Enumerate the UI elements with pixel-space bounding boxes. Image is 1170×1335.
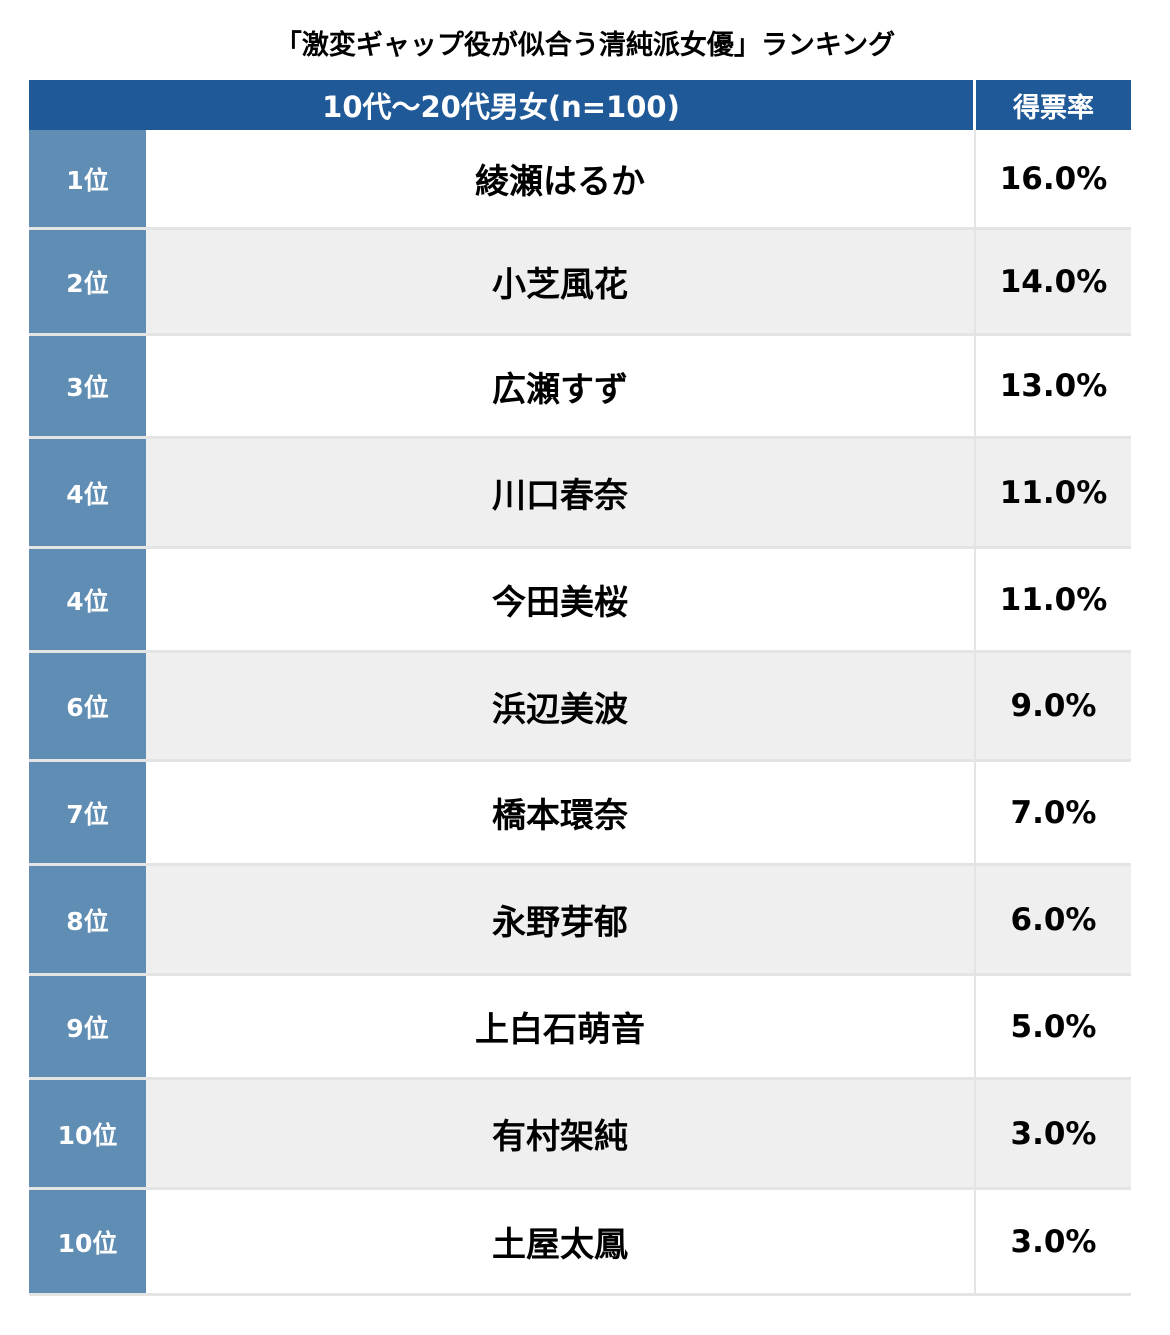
- rank-label: 4位: [29, 439, 146, 546]
- actress-name: 綾瀬はるか: [146, 130, 976, 227]
- chart-title: 「激変ギャップ役が似合う清純派女優」ランキング: [274, 30, 896, 61]
- vote-rate: 3.0%: [976, 1080, 1131, 1187]
- rank-label: 9位: [29, 976, 146, 1077]
- table-row: 3位 広瀬すず 13.0%: [29, 336, 1131, 439]
- vote-rate: 3.0%: [976, 1190, 1131, 1293]
- rank-label: 1位: [29, 130, 146, 227]
- actress-name: 上白石萌音: [146, 976, 976, 1077]
- rank-label: 8位: [29, 866, 146, 973]
- header-rate-label: 得票率: [1013, 92, 1094, 124]
- actress-name: 有村架純: [146, 1080, 976, 1187]
- table-row: 8位 永野芽郁 6.0%: [29, 866, 1131, 976]
- actress-name: 浜辺美波: [146, 653, 976, 759]
- actress-name: 川口春奈: [146, 439, 976, 546]
- vote-rate: 9.0%: [976, 653, 1131, 759]
- actress-name: 広瀬すず: [146, 336, 976, 436]
- table-row: 4位 川口春奈 11.0%: [29, 439, 1131, 549]
- vote-rate: 11.0%: [976, 439, 1131, 546]
- rank-label: 3位: [29, 336, 146, 436]
- actress-name: 小芝風花: [146, 230, 976, 333]
- table-row: 4位 今田美桜 11.0%: [29, 549, 1131, 653]
- table-row: 6位 浜辺美波 9.0%: [29, 653, 1131, 762]
- actress-name: 今田美桜: [146, 549, 976, 650]
- vote-rate: 11.0%: [976, 549, 1131, 650]
- rank-label: 10位: [29, 1080, 146, 1187]
- table-row: 2位 小芝風花 14.0%: [29, 230, 1131, 336]
- table-header: 10代〜20代男女(n=100) 得票率: [29, 80, 1131, 130]
- vote-rate: 6.0%: [976, 866, 1131, 973]
- vote-rate: 16.0%: [976, 130, 1131, 227]
- table-row: 10位 土屋太鳳 3.0%: [29, 1190, 1131, 1296]
- vote-rate: 5.0%: [976, 976, 1131, 1077]
- table-body: 1位 綾瀬はるか 16.0% 2位 小芝風花 14.0% 3位 広瀬すず 13.0% 4位 川口春奈…: [29, 130, 1131, 1296]
- table-row: 7位 橋本環奈 7.0%: [29, 762, 1131, 866]
- header-group-label: 10代〜20代男女(n=100): [29, 80, 976, 130]
- vote-rate: 13.0%: [976, 336, 1131, 436]
- rank-label: 2位: [29, 230, 146, 333]
- ranking-table: 10代〜20代男女(n=100) 得票率 1位 綾瀬はるか 16.0% 2位 小芝風花 1…: [29, 80, 1131, 1296]
- actress-name: 土屋太鳳: [146, 1190, 976, 1293]
- table-row: 9位 上白石萌音 5.0%: [29, 976, 1131, 1080]
- rank-label: 6位: [29, 653, 146, 759]
- rank-label: 7位: [29, 762, 146, 863]
- table-row: 10位 有村架純 3.0%: [29, 1080, 1131, 1190]
- vote-rate: 14.0%: [976, 230, 1131, 333]
- actress-name: 永野芽郁: [146, 866, 976, 973]
- vote-rate: 7.0%: [976, 762, 1131, 863]
- table-row: 1位 綾瀬はるか 16.0%: [29, 130, 1131, 230]
- actress-name: 橋本環奈: [146, 762, 976, 863]
- rank-label: 10位: [29, 1190, 146, 1293]
- rank-label: 4位: [29, 549, 146, 650]
